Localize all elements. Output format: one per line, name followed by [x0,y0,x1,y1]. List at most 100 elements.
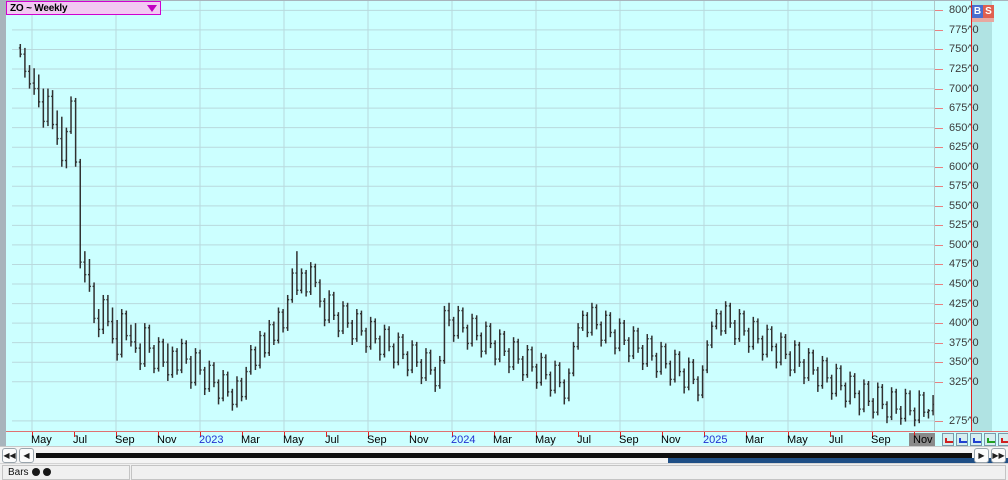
price-tick [935,29,943,31]
price-tick [935,49,943,51]
date-tick [242,432,243,437]
price-axis[interactable]: 800^0 775^0 750^0 725^0 700^0 675^0 650^0 625^0… [934,1,1008,431]
scrollbar-track[interactable] [36,453,1008,466]
price-tick [935,108,943,110]
date-month-label: Jul [73,434,88,446]
price-tick [935,225,943,227]
date-month-label: May [787,434,808,446]
date-year-label: 2024 [451,434,476,446]
bid-ask-underline [972,18,994,22]
chart-plot-area[interactable] [12,1,934,431]
date-tick [368,432,369,437]
ohlc-bars-canvas [12,1,934,431]
price-tick [935,88,943,90]
nav-dash-red-icon[interactable] [998,433,1008,446]
date-month-label: Sep [367,434,387,446]
chart-window: ZO ~ Weekly 800^0 775^0 750^0 725^0 700^0 675… [0,0,1008,446]
date-month-label: Jul [577,434,592,446]
status-bar: Bars [0,463,1008,480]
price-tick-label: 650^0 [949,121,979,134]
date-tick [74,432,75,437]
price-tick [935,381,943,383]
ask-indicator[interactable]: S [983,5,994,18]
date-tick [326,432,327,437]
date-tick [452,432,453,437]
scroll-prev-button[interactable]: ◀ [19,448,34,463]
price-tick [935,284,943,286]
price-axis-divider [971,1,972,431]
nav-right-blue-icon[interactable] [956,433,968,446]
date-tick [746,432,747,437]
date-tick [200,432,201,437]
price-tick-label: 700^0 [949,82,979,95]
price-tick [935,323,943,325]
price-tick-label: 675^0 [949,102,979,115]
date-tick [494,432,495,437]
price-tick-label: 750^0 [949,43,979,56]
nav-dash-blue-icon[interactable] [970,433,982,446]
date-tick [788,432,789,437]
status-bars-cell[interactable]: Bars [2,464,130,480]
date-tick [32,432,33,437]
bid-indicator[interactable]: B [972,5,983,18]
price-tick-label: 775^0 [949,23,979,36]
price-tick [935,362,943,364]
price-tick-label: 350^0 [949,356,979,369]
date-tick [830,432,831,437]
price-tick [935,244,943,246]
price-tick [935,166,943,168]
price-axis-shading [972,1,992,431]
chevron-down-icon[interactable] [147,5,157,12]
date-tick [662,432,663,437]
nav-dash-green-icon[interactable] [984,433,996,446]
bid-ask-badge[interactable]: B S [972,5,994,18]
price-tick-label: 325^0 [949,375,979,388]
price-tick [935,127,943,129]
date-tick [158,432,159,437]
date-axis-cursor[interactable] [909,433,935,446]
date-tick [410,432,411,437]
price-tick-label: 600^0 [949,160,979,173]
date-tick [620,432,621,437]
date-month-label: Mar [241,434,260,446]
gridlines [12,1,934,431]
date-month-label: Nov [157,434,177,446]
price-tick-label: 275^0 [949,414,979,427]
scroll-next-button[interactable]: ▶ [974,448,989,463]
date-tick [284,432,285,437]
date-month-label: May [31,434,52,446]
price-tick [935,342,943,344]
date-month-label: Sep [871,434,891,446]
date-tick [578,432,579,437]
date-tick [704,432,705,437]
symbol-selector-bar[interactable]: ZO ~ Weekly [6,1,161,15]
price-tick-label: 500^0 [949,238,979,251]
date-month-label: Nov [913,434,933,446]
scroll-last-button[interactable]: ▶▶ [991,448,1006,463]
date-month-label: Jul [325,434,340,446]
scroll-first-button[interactable]: ◀◀ [2,448,17,463]
date-month-label: May [283,434,304,446]
price-tick [935,69,943,71]
date-month-label: Sep [619,434,639,446]
price-tick [935,303,943,305]
price-tick [935,10,943,12]
scrollbar-thumb[interactable] [668,458,1008,466]
price-tick-label: 400^0 [949,317,979,330]
horizontal-scrollbar[interactable]: ◀◀ ◀ ▶ ▶▶ [0,446,1008,466]
date-axis[interactable]: May Jul Sep Nov 2023 Mar May Jul Sep Nov 2024 Mar Ma… [6,431,1008,446]
date-tick [116,432,117,437]
price-tick [935,264,943,266]
date-year-label: 2025 [703,434,728,446]
ohlc-bar-series [18,44,934,427]
price-tick-label: 550^0 [949,199,979,212]
price-tick-label: 425^0 [949,297,979,310]
price-tick [935,205,943,207]
nav-left-red-icon[interactable] [942,433,954,446]
chart-nav-button-group[interactable] [942,433,1008,446]
date-year-label: 2023 [199,434,224,446]
symbol-label: ZO ~ Weekly [10,2,68,14]
status-message-area [131,464,1006,480]
price-tick-label: 625^0 [949,141,979,154]
price-tick [935,420,943,422]
